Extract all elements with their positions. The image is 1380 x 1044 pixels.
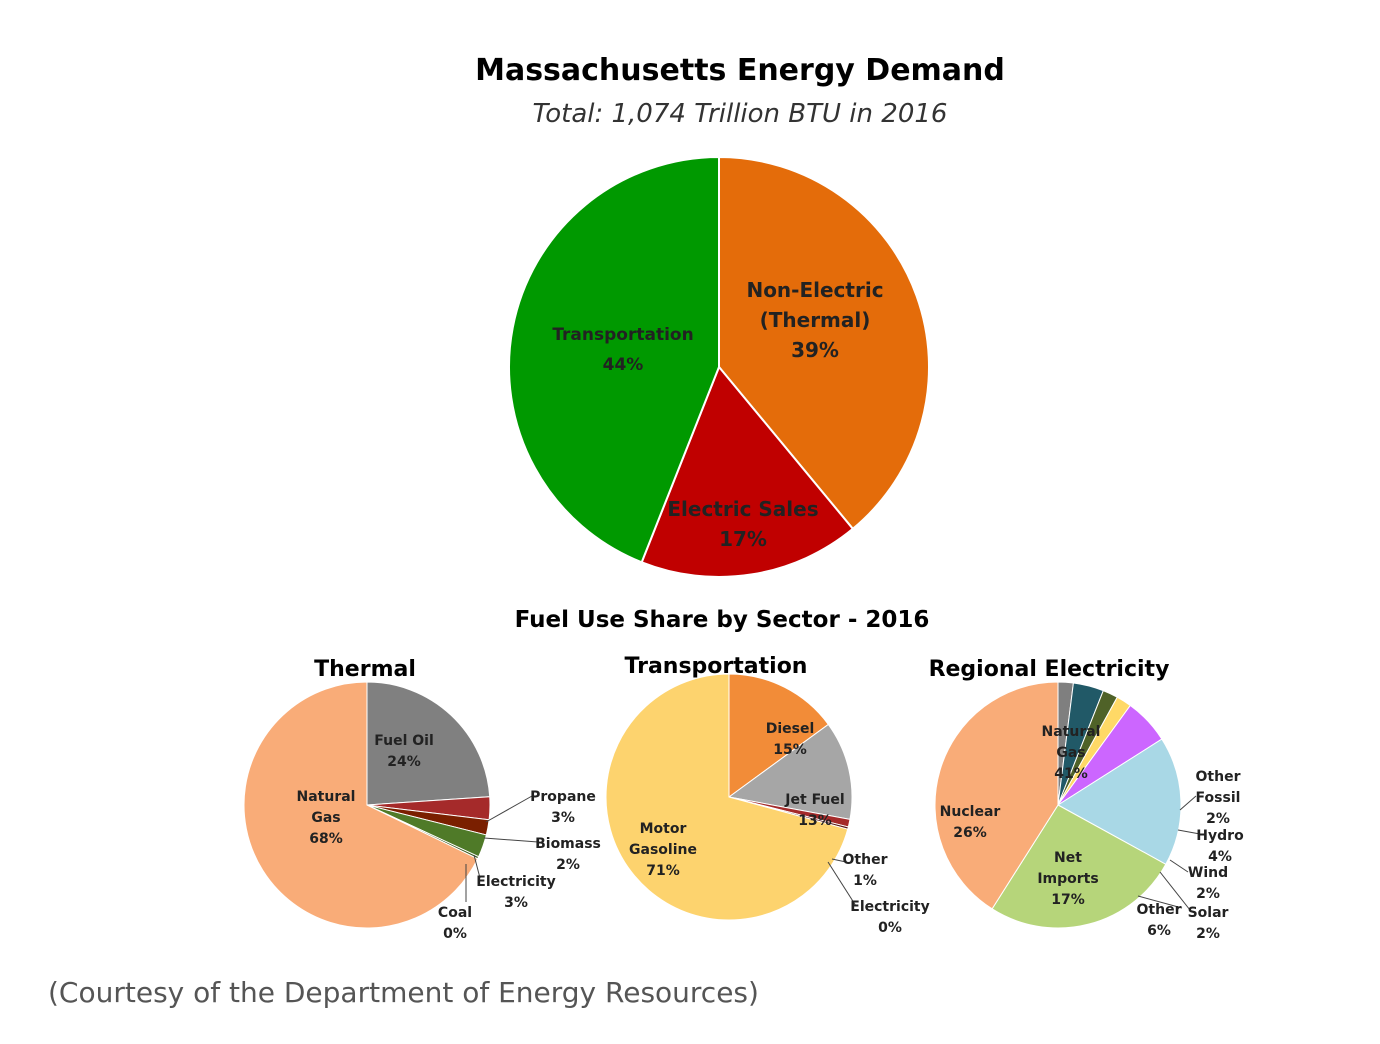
thermal-label-propane: Propane 3% [530, 789, 596, 826]
thermal-slice-natural-gas [243, 681, 479, 929]
transportation-slice-jet-fuel [727, 723, 853, 820]
regional-electricity-label-net-imports: Net Imports 17% [1037, 850, 1098, 908]
transportation-leader-electricity [827, 861, 857, 907]
massachusetts-energy-demand-label-electric-sales: Electric Sales 17% [667, 497, 818, 551]
regional-electricity-leader-solar [1159, 871, 1191, 911]
massachusetts-energy-demand-slice-transportation [508, 155, 720, 564]
main-chart-subtitle: Total: 1,074 Trillion BTU in 2016 [533, 99, 948, 129]
regional-electricity-slice-net-imports [1057, 738, 1182, 865]
thermal-slice-fuel-oil [366, 681, 491, 806]
pie-regional-electricity: Other Fossil 2%Hydro 4%Wind 2%Solar 2%Other 6%… [934, 681, 1244, 942]
thermal-chart-title: Thermal [314, 657, 416, 682]
regional-electricity-label-wind: Wind 2% [1188, 865, 1228, 902]
regional-electricity-label-other: Other 6% [1137, 902, 1182, 939]
massachusetts-energy-demand-slice-non-electric-thermal [718, 155, 930, 531]
regional-electricity-label-nuclear: Nuclear 26% [940, 804, 1001, 841]
transportation-slice-diesel [728, 673, 829, 798]
regional-electricity-label-natural-gas: Natural Gas 41% [1042, 724, 1101, 782]
regional-electricity-label-other-fossil: Other Fossil 2% [1196, 769, 1241, 827]
image-caption: (Courtesy of the Department of Energy Re… [48, 976, 759, 1009]
thermal-label-coal: Coal 0% [438, 905, 472, 942]
pie-transportation: Diesel 15% Jet Fuel 13% Other 1% Electricity 0%… [605, 673, 930, 936]
regional-electricity-leader-hydro [1177, 829, 1201, 835]
transportation-label-jet-fuel: Jet Fuel 13% [784, 792, 844, 829]
thermal-leader-electricity [473, 854, 481, 879]
section-title: Fuel Use Share by Sector - 2016 [515, 607, 930, 633]
pie-thermal: Fuel Oil 24% Propane 3% Biomass 2%Electricity… [243, 681, 601, 942]
thermal-label-natural-gas: Natural Gas 68% [297, 789, 356, 847]
transportation-label-other: Other 1% [843, 852, 888, 889]
thermal-label-fuel-oil: Fuel Oil 24% [374, 733, 434, 770]
thermal-label-biomass: Biomass 2% [535, 836, 601, 873]
thermal-label-electricity: Electricity 3% [476, 874, 555, 911]
transportation-slice-motor-gasoline [605, 673, 849, 921]
regional-electricity-label-solar: Solar 2% [1188, 905, 1229, 942]
pie-main: Non-Electric (Thermal) 39% Electric Sales 17… [508, 155, 930, 578]
transportation-label-electricity: Electricity 0% [850, 899, 929, 936]
transportation-label-motor-gasoline: Motor Gasoline 71% [629, 821, 697, 879]
regional-electricity-slice-natural-gas [934, 681, 1059, 910]
thermal-leader-biomass [483, 837, 539, 843]
regional-electricity-chart-title: Regional Electricity [929, 657, 1170, 682]
transportation-leader-other [831, 858, 847, 863]
regional-electricity-leader-other-fossil [1179, 795, 1197, 811]
regional-electricity-slice-nuclear [991, 804, 1167, 929]
thermal-leader-propane [485, 795, 533, 823]
transportation-label-diesel: Diesel 15% [766, 721, 815, 758]
massachusetts-energy-demand-label-transportation: Transportation 44% [552, 325, 693, 375]
massachusetts-energy-demand-label-non-electric-thermal: Non-Electric (Thermal) 39% [746, 278, 883, 362]
main-chart-title: Massachusetts Energy Demand [475, 53, 1005, 88]
massachusetts-energy-demand-slice-electric-sales [640, 365, 855, 578]
regional-electricity-leader-wind [1169, 859, 1189, 873]
regional-electricity-label-hydro: Hydro 4% [1196, 828, 1244, 865]
regional-electricity-leader-other [1137, 895, 1183, 909]
